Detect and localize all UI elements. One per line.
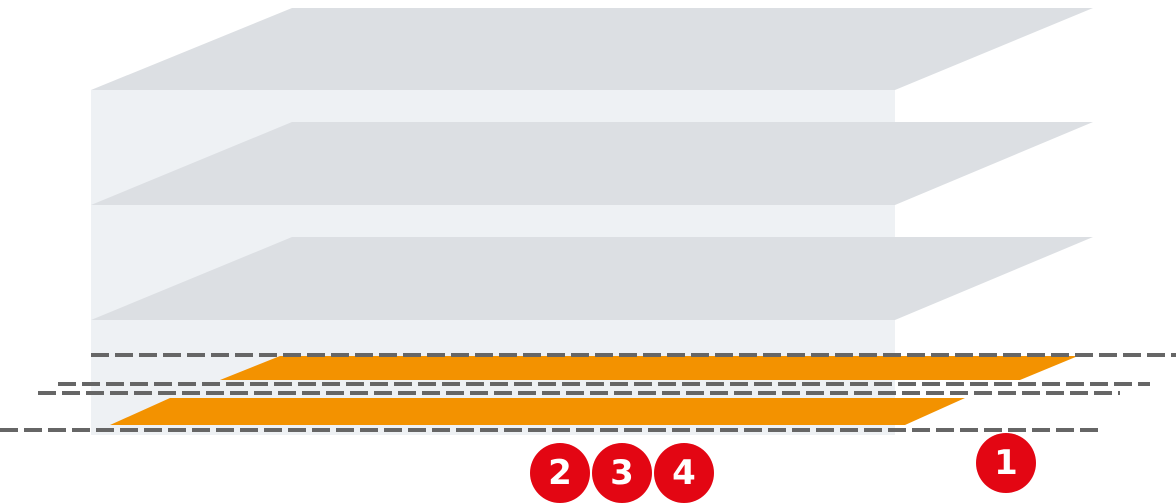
badge-label: 3 (610, 453, 634, 493)
building-diagram: 1 2 3 4 (0, 0, 1176, 504)
badge: 3 (592, 443, 652, 503)
badge: 4 (654, 443, 714, 503)
badge: 1 (976, 433, 1036, 493)
orange-layer (220, 356, 1078, 380)
badge-label: 4 (672, 453, 696, 493)
floor-slab (91, 8, 1093, 90)
badge-label: 1 (994, 443, 1018, 483)
badge-label: 2 (548, 453, 572, 493)
orange-layer (110, 398, 965, 425)
badge: 2 (530, 443, 590, 503)
